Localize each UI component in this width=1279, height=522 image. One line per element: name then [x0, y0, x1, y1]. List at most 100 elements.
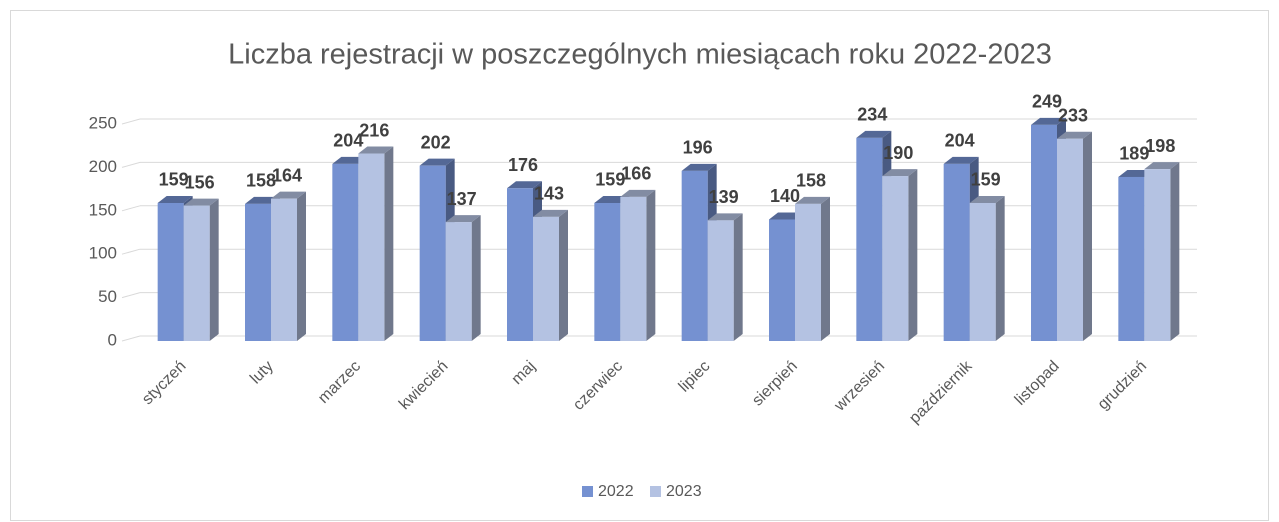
bar-top — [183, 198, 219, 206]
bar-side — [1170, 162, 1180, 341]
bar-top — [856, 130, 892, 138]
bar-front — [1057, 138, 1083, 341]
bar-front — [594, 202, 621, 341]
bar-top — [795, 196, 830, 204]
data-label: 158 — [246, 171, 276, 191]
data-label: 233 — [1058, 106, 1088, 126]
y-tick-label: 250 — [89, 113, 117, 132]
bar-top — [707, 213, 743, 221]
bar-front — [707, 220, 734, 341]
bar-top — [882, 169, 918, 177]
data-label: 249 — [1032, 92, 1062, 112]
bar-side — [995, 195, 1005, 341]
y-tick-label: 50 — [98, 287, 117, 306]
bar — [882, 169, 918, 341]
bar-front — [183, 205, 210, 341]
bar-top — [157, 195, 193, 203]
bar-front — [419, 165, 446, 341]
bar — [533, 209, 568, 341]
bar-front — [1144, 169, 1171, 341]
data-label: 156 — [185, 172, 215, 192]
bar — [1057, 131, 1092, 341]
bar-top — [969, 195, 1005, 203]
data-label: 198 — [1145, 136, 1175, 156]
bar-front — [507, 188, 533, 341]
data-label: 196 — [683, 138, 713, 158]
y-tick-label: 150 — [89, 200, 117, 219]
data-label: 189 — [1119, 144, 1149, 164]
bar — [969, 195, 1005, 341]
legend-label: 2022 — [598, 483, 634, 500]
data-label: 139 — [709, 187, 739, 207]
bar — [795, 196, 830, 341]
grid-line — [121, 205, 141, 212]
bar-top — [271, 191, 306, 199]
bar-top — [507, 181, 542, 189]
data-label: 159 — [971, 170, 1001, 190]
legend-swatch — [650, 486, 661, 497]
y-tick-label: 100 — [89, 244, 117, 263]
bar-front — [271, 198, 297, 341]
bar-side — [471, 215, 481, 341]
bar-front — [943, 163, 970, 341]
bar — [358, 146, 394, 341]
data-label: 202 — [421, 132, 451, 152]
bar-top — [445, 215, 481, 223]
bar-side — [384, 146, 394, 341]
bar-top — [1031, 117, 1066, 125]
bar-front — [358, 153, 385, 341]
bar-front — [769, 219, 795, 341]
bar — [707, 213, 743, 341]
bar-side — [297, 191, 306, 341]
bar — [1144, 162, 1180, 341]
bar-top — [943, 156, 979, 164]
data-label: 176 — [508, 155, 538, 175]
data-label: 166 — [621, 164, 651, 184]
bar-top — [1144, 162, 1180, 170]
data-label: 234 — [857, 105, 887, 125]
bar-front — [1031, 124, 1057, 341]
bar-top — [1057, 131, 1092, 139]
data-label: 143 — [534, 184, 564, 204]
legend-label: 2023 — [666, 483, 702, 500]
bar-front — [620, 196, 647, 341]
y-tick-label: 200 — [89, 157, 117, 176]
bar-front — [245, 203, 271, 341]
data-label: 140 — [770, 186, 800, 206]
bar-front — [533, 216, 559, 341]
data-label: 159 — [159, 170, 189, 190]
grid-line — [121, 118, 141, 125]
grid-line — [121, 161, 141, 168]
grid-line — [121, 248, 141, 255]
bar-side — [559, 209, 568, 341]
data-label: 137 — [447, 189, 477, 209]
bar-side — [821, 196, 830, 341]
bar-top — [419, 158, 455, 166]
grid-line — [121, 335, 141, 342]
grid-line — [121, 292, 141, 299]
bar-front — [795, 203, 821, 341]
bar-side — [908, 169, 918, 341]
y-tick-label: 0 — [108, 330, 117, 349]
bar-top — [620, 189, 656, 197]
bar — [620, 189, 656, 341]
bar-top — [358, 146, 394, 154]
bar-front — [969, 202, 996, 341]
data-label: 158 — [796, 171, 826, 191]
bar-front — [1118, 176, 1145, 341]
bar-side — [733, 213, 743, 341]
data-label: 216 — [359, 120, 389, 140]
bar — [445, 215, 481, 341]
bar-side — [1083, 131, 1092, 341]
bar — [271, 191, 306, 341]
bar-front — [681, 170, 708, 341]
data-label: 190 — [883, 143, 913, 163]
bar-front — [856, 137, 883, 341]
bar-front — [882, 176, 909, 341]
data-label: 204 — [945, 131, 975, 151]
bar-side — [646, 189, 656, 341]
data-label: 204 — [333, 131, 363, 151]
bar-side — [209, 198, 219, 341]
bar-front — [157, 202, 184, 341]
